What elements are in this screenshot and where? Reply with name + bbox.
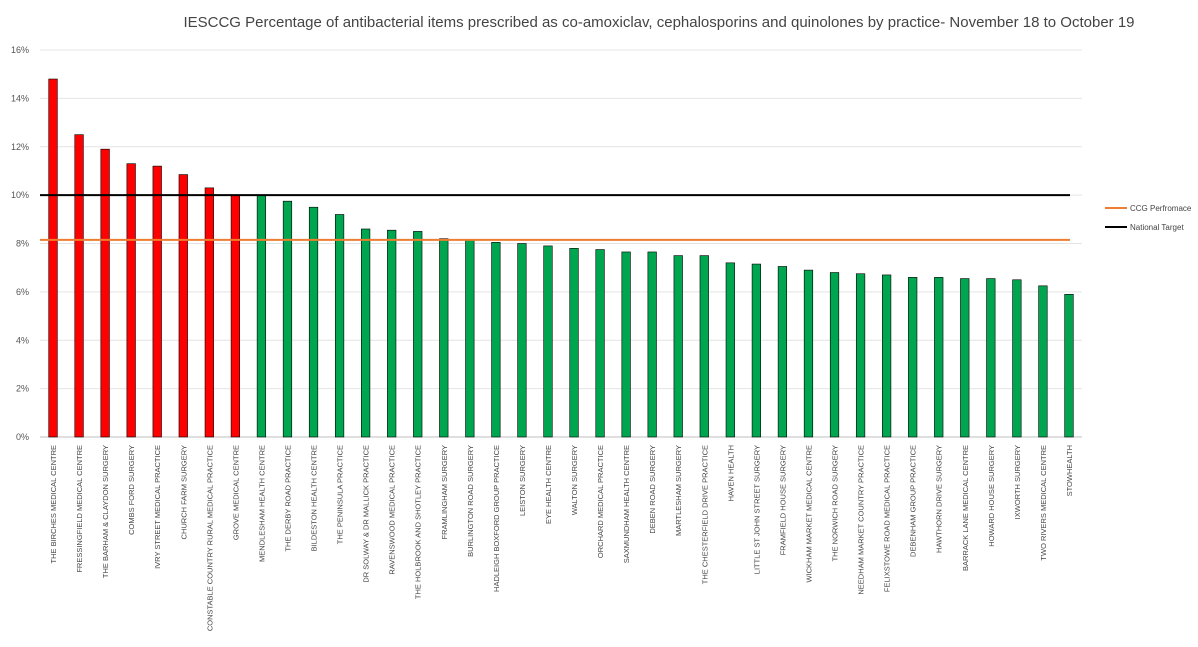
- bar: [673, 255, 683, 438]
- x-tick-label: DR SOLWAY & DR MALLICK PRACTICE: [362, 445, 371, 583]
- bar: [439, 238, 449, 438]
- y-tick-label: 10%: [11, 190, 29, 200]
- x-tick-label: NEEDHAM MARKET COUNTRY PRACTICE: [857, 445, 866, 595]
- x-tick-label: LEISTON SURGERY: [518, 445, 527, 516]
- bar: [126, 163, 136, 438]
- bar: [1012, 279, 1022, 438]
- bar: [178, 174, 188, 438]
- bar: [699, 255, 709, 438]
- y-tick-label: 14%: [11, 93, 29, 103]
- x-axis-labels: THE BIRCHES MEDICAL CENTRE FRESSINGFIELD …: [49, 445, 1074, 631]
- bar: [829, 272, 840, 438]
- x-tick-label: IVRY STREET MEDICAL PRACTICE: [153, 445, 162, 569]
- x-tick-label: ORCHARD MEDICAL PRACTICE: [596, 445, 605, 558]
- bar: [361, 228, 371, 438]
- bar: [855, 273, 866, 438]
- x-tick-label: GROVE MEDICAL CENTRE: [231, 445, 240, 540]
- bar: [803, 269, 814, 438]
- bar: [621, 251, 631, 438]
- legend: CCG Perfromace National Target: [1105, 204, 1192, 232]
- x-tick-label: WICKHAM MARKET MEDICAL CENTRE: [804, 445, 813, 583]
- bar: [465, 239, 475, 438]
- bar: [74, 134, 84, 438]
- x-tick-label: DEBENHAM GROUP PRACTICE: [909, 445, 918, 557]
- bar: [882, 274, 892, 438]
- bar: [569, 248, 579, 438]
- x-tick-label: RAVENSWOOD MEDICAL PRACTICE: [388, 445, 397, 575]
- x-tick-label: THE PENINSULA PRACTICE: [336, 445, 345, 544]
- x-tick-label: LITTLE ST JOHN STREET SURGERY: [752, 445, 761, 574]
- x-tick-label: EYE HEALTH CENTRE: [544, 445, 553, 524]
- x-tick-label: THE HOLBROOK AND SHOTLEY PRACTICE: [414, 445, 423, 599]
- x-tick-label: WALTON SURGERY: [570, 445, 579, 515]
- x-tick-label: DEBEN ROAD SURGERY: [648, 445, 657, 534]
- x-tick-label: FRESSINGFIELD MEDICAL CENTRE: [75, 445, 84, 573]
- y-tick-label: 2%: [16, 384, 29, 394]
- x-tick-label: BILDESTON HEALTH CENTRE: [310, 445, 319, 551]
- x-tick-label: HADLEIGH BOXFORD GROUP PRACTICE: [492, 445, 501, 592]
- x-tick-label: THE BARHAM & CLAYDON SURGERY: [101, 445, 110, 578]
- x-tick-label: FELIXSTOWE ROAD MEDICAL PRACTICE: [883, 445, 892, 592]
- bar: [387, 229, 397, 438]
- x-tick-label: CHURCH FARM SURGERY: [179, 445, 188, 539]
- bar: [334, 214, 345, 438]
- x-tick-label: HAWTHORN DRIVE SURGERY: [935, 445, 944, 553]
- x-tick-label: FRAMLINGHAM SURGERY: [440, 445, 449, 539]
- bar: [282, 200, 293, 438]
- y-tick-label: 4%: [16, 335, 29, 345]
- x-tick-label: BURLINGTON ROAD SURGERY: [466, 445, 475, 557]
- bar: [152, 165, 162, 438]
- bar: [256, 194, 267, 438]
- bar: [647, 251, 657, 438]
- legend-label: National Target: [1130, 223, 1184, 232]
- bar: [751, 263, 761, 438]
- bar: [413, 231, 423, 438]
- x-tick-label: IXWORTH SURGERY: [1013, 445, 1022, 519]
- x-tick-label: BARRACK LANE MEDICAL CENTRE: [961, 445, 970, 571]
- y-axis-ticks: 0% 2% 4% 6% 8% 10% 12% 14% 16%: [11, 45, 29, 442]
- x-tick-label: THE DERBY ROAD PRACTICE: [283, 445, 292, 552]
- bar: [308, 206, 319, 438]
- y-tick-label: 8%: [16, 239, 29, 249]
- y-tick-label: 12%: [11, 142, 29, 152]
- x-tick-label: HOWARD HOUSE SURGERY: [987, 445, 996, 547]
- x-tick-label: THE NORWICH ROAD SURGERY: [831, 445, 840, 561]
- bar: [204, 187, 214, 438]
- bar: [1038, 285, 1048, 438]
- x-tick-label: FRAMFIELD HOUSE SURGERY: [778, 445, 787, 555]
- x-tick-label: MARTLESHAM SURGERY: [674, 445, 683, 536]
- bar: [934, 277, 944, 438]
- x-tick-label: COMBS FORD SURGERY: [127, 445, 136, 535]
- reference-lines: [40, 194, 1070, 241]
- bar: [48, 78, 58, 438]
- legend-label: CCG Perfromace: [1130, 204, 1192, 213]
- bars: [48, 78, 1074, 438]
- x-tick-label: STOWHEALTH: [1065, 445, 1074, 496]
- bar: [725, 262, 735, 438]
- bar: [100, 148, 110, 438]
- bar: [1064, 293, 1074, 438]
- x-tick-label: CONSTABLE COUNTRY RURAL MEDICAL PRACTICE: [205, 445, 214, 631]
- x-tick-label: MENDLESHAM HEALTH CENTRE: [257, 445, 266, 562]
- bar: [230, 194, 240, 438]
- y-tick-label: 16%: [11, 45, 29, 55]
- bar: [543, 245, 553, 438]
- bar: [777, 266, 788, 438]
- x-tick-label: TWO RIVERS MEDICAL CENTRE: [1039, 445, 1048, 561]
- x-tick-label: THE CHESTERFIELD DRIVE PRACTICE: [700, 445, 709, 584]
- y-tick-label: 0%: [16, 432, 29, 442]
- bar: [517, 243, 527, 438]
- gridlines: [40, 49, 1082, 438]
- x-tick-label: THE BIRCHES MEDICAL CENTRE: [49, 445, 58, 564]
- bar: [491, 241, 501, 438]
- bar: [595, 249, 605, 438]
- bar: [986, 278, 996, 438]
- y-tick-label: 6%: [16, 287, 29, 297]
- bar: [908, 277, 918, 438]
- bar: [960, 278, 970, 438]
- chart-title: IESCCG Percentage of antibacterial items…: [183, 14, 1135, 31]
- x-tick-label: SAXMUNDHAM HEALTH CENTRE: [622, 445, 631, 563]
- x-tick-label: HAVEN HEALTH: [726, 445, 735, 501]
